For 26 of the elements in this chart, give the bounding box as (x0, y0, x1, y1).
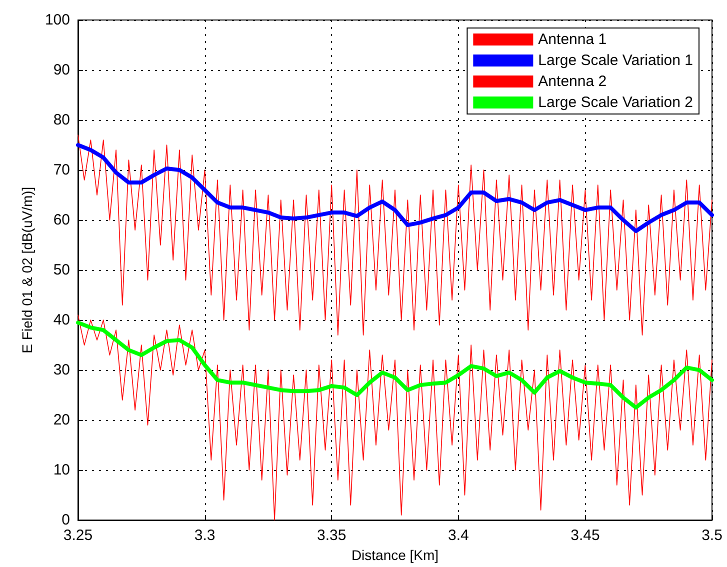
x-tick-label: 3.35 (317, 527, 346, 544)
y-tick-label: 30 (53, 362, 70, 379)
y-tick-label: 50 (53, 262, 70, 279)
line-series (76, 320, 714, 410)
legend-label: Antenna 1 (538, 31, 607, 48)
y-tick-label: 0 (62, 512, 70, 529)
x-axis-title: Distance [Km] (351, 547, 439, 563)
y-tick-label: 20 (53, 412, 70, 429)
x-tick-label: 3.25 (63, 527, 93, 544)
y-tick-label: 40 (53, 312, 70, 329)
x-tick-label: 3.4 (448, 527, 469, 544)
y-tick-label: 90 (53, 62, 70, 79)
legend-label: Large Scale Variation 2 (538, 94, 694, 111)
y-tick-label: 60 (53, 212, 70, 229)
x-tick-label: 3.5 (702, 527, 722, 544)
y-axis-title: E Field 01 & 02 [dB(uV/m)] (19, 186, 36, 354)
y-tick-label: 80 (53, 112, 70, 129)
line-series (76, 143, 714, 234)
line-series (78, 134, 712, 336)
legend-label: Large Scale Variation 1 (538, 52, 694, 69)
y-tick-label: 100 (44, 12, 70, 28)
y-tick-label: 10 (53, 462, 70, 479)
y-tick-label: 70 (53, 162, 70, 179)
x-tick-label: 3.45 (570, 527, 600, 544)
legend-label: Antenna 2 (538, 73, 607, 90)
x-tick-label: 3.3 (194, 527, 216, 544)
